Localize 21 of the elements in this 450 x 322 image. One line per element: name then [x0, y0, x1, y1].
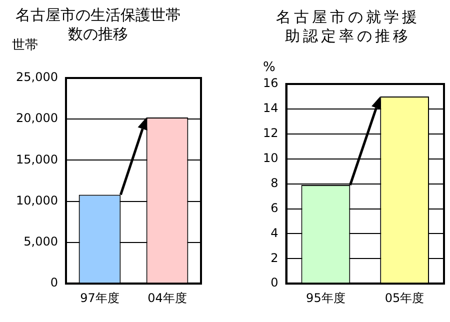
y-tick-label: 2	[270, 250, 278, 265]
y-tick-label: 20,000	[16, 111, 58, 126]
y-tick-label: 25,000	[16, 70, 58, 84]
y-tick-label: 0	[270, 276, 278, 290]
x-tick-label: 97年度	[80, 290, 120, 305]
x-tick-label: 95年度	[306, 290, 346, 305]
y-tick-label: 6	[270, 200, 278, 215]
y-tick-label: 15,000	[16, 152, 58, 166]
y-tick-label: 0	[50, 276, 58, 290]
x-tick-label: 05年度	[384, 290, 424, 305]
y-tick-label: 5,000	[24, 234, 58, 249]
x-tick-label: 04年度	[148, 290, 187, 305]
y-tick-label: 14	[262, 101, 278, 116]
chart-title: 名古屋市の就学援助認定率の推移	[275, 8, 421, 46]
y-tick-label: 10	[262, 150, 278, 165]
y-tick-label: 12	[262, 126, 278, 140]
y-axis-title: %	[263, 60, 276, 75]
y-tick-label: 10,000	[16, 193, 58, 208]
y-tick-label: 8	[270, 176, 278, 190]
y-tick-label: 16	[262, 76, 278, 90]
y-tick-label: 4	[270, 226, 278, 240]
